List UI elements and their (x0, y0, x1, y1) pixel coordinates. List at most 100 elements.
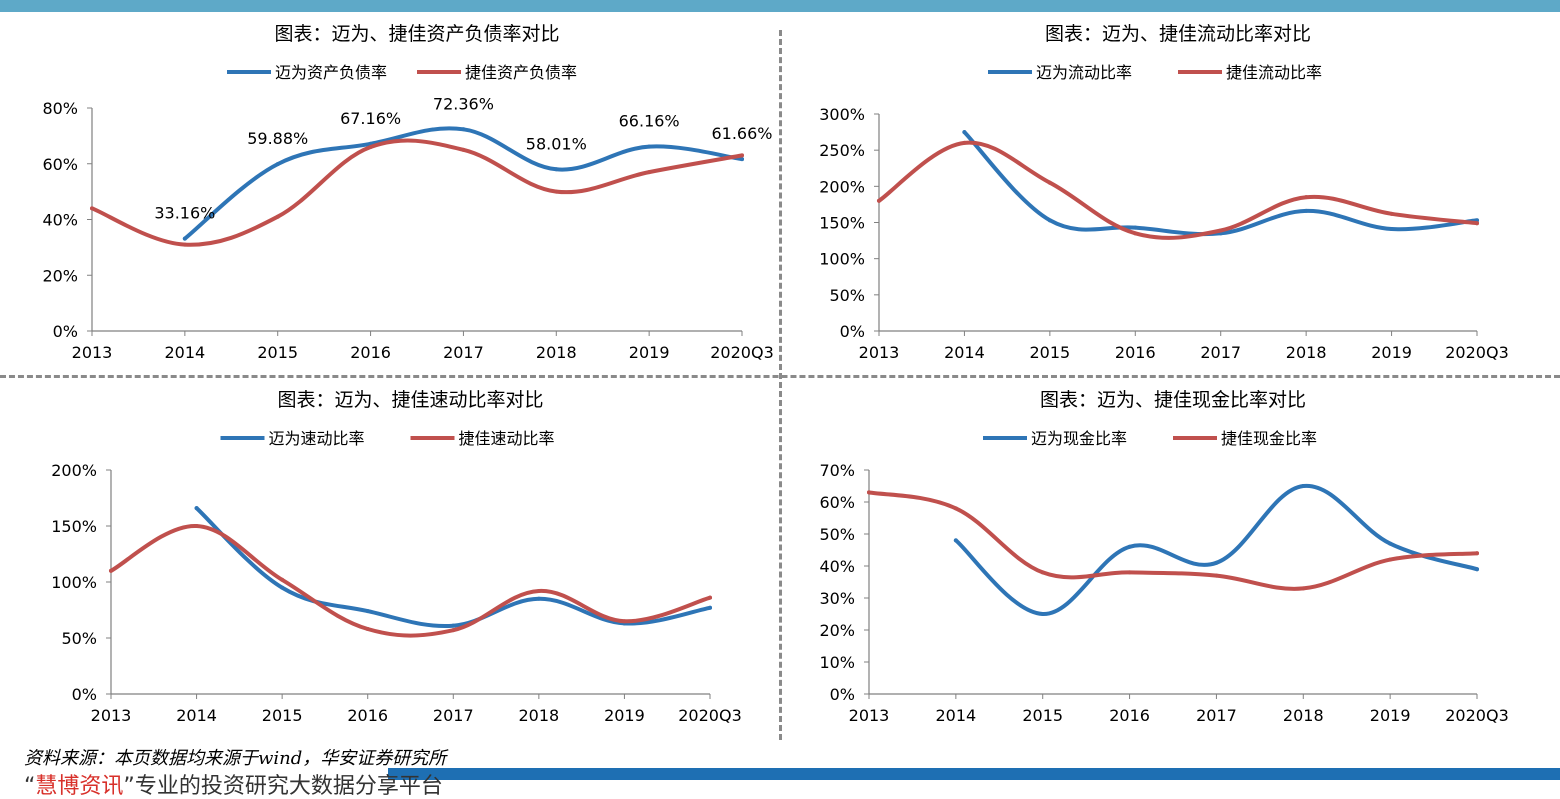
legend-label: 迈为速动比率 (269, 429, 365, 448)
data-point (451, 623, 456, 628)
data-point (1475, 567, 1479, 572)
data-point (451, 628, 456, 633)
data-point (280, 585, 285, 590)
x-tick-label: 2014 (164, 343, 205, 362)
data-point (554, 189, 559, 194)
data-point (90, 206, 94, 211)
data-label: 33.16% (154, 204, 215, 223)
series-line-1 (109, 523, 712, 638)
y-tick-label: 200% (51, 461, 97, 480)
x-tick-label: 2016 (1109, 706, 1150, 725)
y-tick-label: 70% (819, 461, 855, 480)
x-tick-label: 2018 (518, 706, 559, 725)
data-point (740, 157, 744, 162)
data-point (1304, 208, 1309, 213)
data-point (554, 167, 559, 172)
x-tick-label: 2013 (849, 706, 890, 725)
legend-label: 迈为现金比率 (1031, 429, 1127, 448)
chart-debt-ratio: 图表：迈为、捷佳资产负债率对比 迈为资产负债率 捷佳资产负债率 0% 20% 40% 60%… (0, 14, 775, 369)
data-point (1301, 586, 1306, 591)
y-tick-label: 10% (819, 653, 855, 672)
x-tick-label: 2015 (257, 343, 298, 362)
x-tick-label: 2016 (1115, 343, 1156, 362)
x-tick-label: 2017 (433, 706, 474, 725)
series-line-1 (90, 138, 744, 247)
y-tick-label: 0% (72, 685, 97, 704)
x-tick-label: 2019 (1371, 343, 1412, 362)
x-tick-label: 2019 (1370, 706, 1411, 725)
data-point (647, 144, 652, 149)
data-point (182, 242, 187, 247)
data-point (368, 145, 373, 150)
x-tick-label: 2020Q3 (678, 706, 742, 725)
x-tick-label: 2015 (262, 706, 303, 725)
y-tick-label: 60% (819, 493, 855, 512)
data-point (1475, 221, 1479, 226)
data-point (365, 627, 370, 632)
y-tick-label: 20% (42, 266, 78, 285)
chart-title: 图表：迈为、捷佳资产负债率对比 (274, 23, 559, 45)
data-point (962, 130, 967, 135)
data-point (275, 162, 280, 167)
data-point (962, 140, 967, 145)
data-point (461, 147, 466, 152)
x-tick-label: 2020Q3 (1445, 706, 1509, 725)
y-tick-label: 100% (51, 573, 97, 592)
chart-quick-ratio: 图表：迈为、捷佳速动比率对比 迈为速动比率 捷佳速动比率 0% 50% 100% 150% 2… (0, 380, 775, 735)
y-tick-label: 80% (42, 99, 78, 118)
x-tick-label: 2015 (1022, 706, 1063, 725)
x-tick-label: 2018 (1286, 343, 1327, 362)
y-tick-label: 150% (51, 517, 97, 536)
x-tick-label: 2018 (536, 343, 577, 362)
data-point (1047, 180, 1052, 185)
x-tick-label: 2019 (604, 706, 645, 725)
data-point (1133, 225, 1138, 230)
header-band (0, 0, 1560, 12)
data-label: 72.36% (433, 94, 494, 113)
data-point (1040, 570, 1045, 575)
series-line-0 (962, 130, 1479, 237)
data-point (1388, 557, 1393, 562)
x-tick-label: 2017 (443, 343, 484, 362)
data-point (194, 506, 199, 511)
data-point (365, 609, 370, 614)
series-line-0 (953, 483, 1479, 617)
chart-title: 图表：迈为、捷佳速动比率对比 (277, 389, 543, 411)
x-tick-label: 2014 (944, 343, 985, 362)
data-point (1301, 484, 1306, 488)
x-tick-label: 2013 (72, 343, 113, 362)
series-line-1 (867, 490, 1479, 591)
x-tick-label: 2020Q3 (710, 343, 774, 362)
x-tick-label: 2014 (176, 706, 217, 725)
data-point (1218, 228, 1223, 233)
vertical-dashed-divider (779, 30, 782, 740)
data-point (877, 198, 881, 203)
x-tick-label: 2020Q3 (1445, 343, 1509, 362)
data-point (536, 588, 541, 593)
data-point (647, 170, 652, 175)
data-point (1040, 612, 1045, 616)
y-tick-label: 0% (53, 322, 78, 341)
data-label: 59.88% (247, 129, 308, 148)
y-tick-label: 30% (819, 589, 855, 608)
data-point (109, 568, 113, 573)
source-note: 资料来源：本页数据均来源于wind，华安证券研究所 (24, 748, 447, 769)
x-tick-label: 2013 (91, 706, 132, 725)
horizontal-dashed-divider (0, 375, 1560, 378)
x-tick-label: 2016 (347, 706, 388, 725)
data-point (708, 595, 712, 600)
data-point (867, 490, 871, 495)
y-tick-label: 250% (819, 141, 865, 160)
y-tick-label: 20% (819, 621, 855, 640)
x-tick-label: 2018 (1283, 706, 1324, 725)
legend-label: 迈为资产负债率 (275, 63, 387, 82)
legend-label: 迈为流动比率 (1036, 63, 1132, 82)
data-point (1388, 541, 1393, 546)
data-label: 66.16% (619, 112, 680, 131)
y-tick-label: 0% (830, 685, 855, 704)
chart-current-ratio: 图表：迈为、捷佳流动比率对比 迈为流动比率 捷佳流动比率 0% 50% 100% 150% 2… (785, 14, 1560, 369)
data-point (622, 619, 627, 624)
x-tick-label: 2014 (935, 706, 976, 725)
